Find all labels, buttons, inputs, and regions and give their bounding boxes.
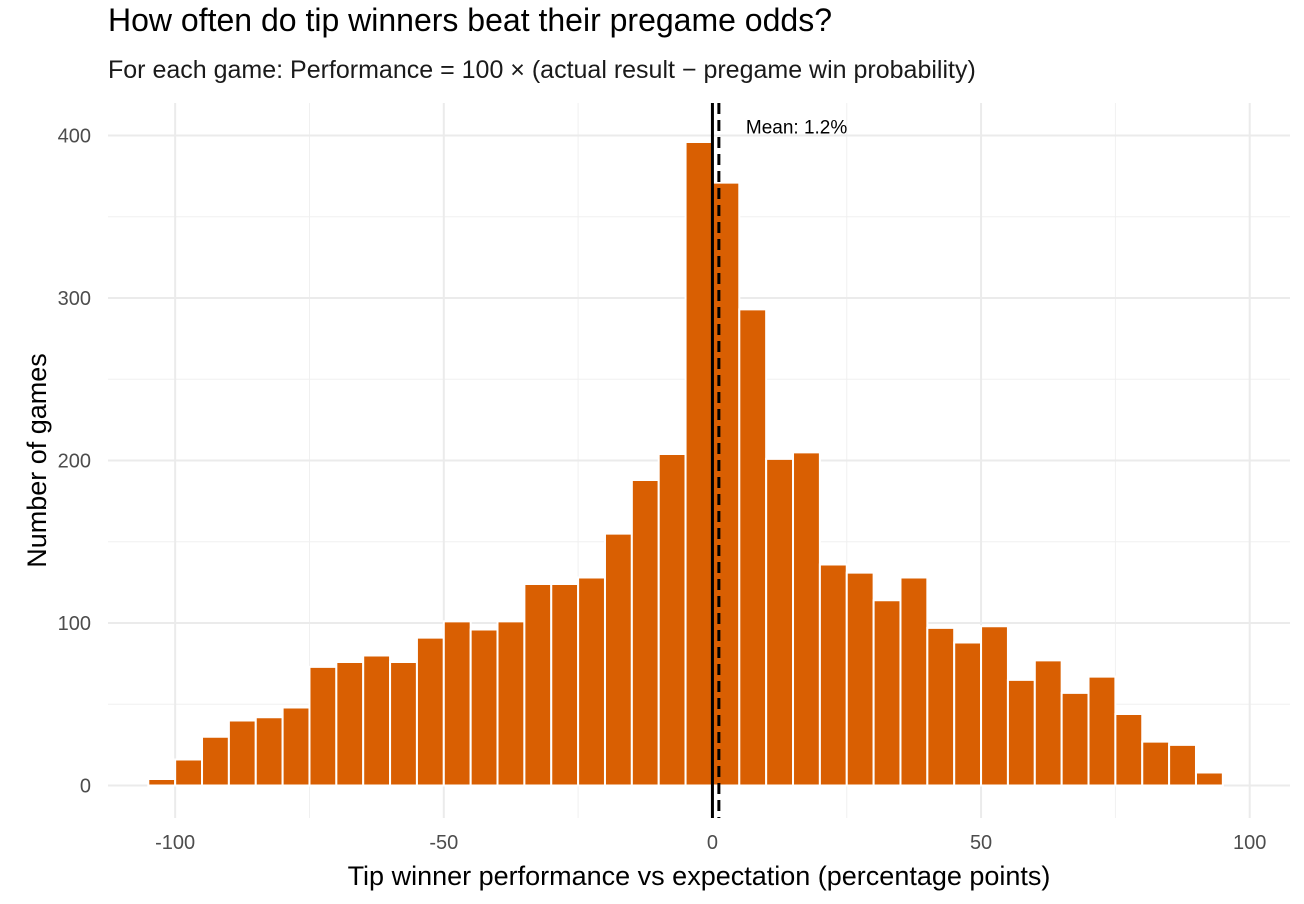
reference-lines [710,103,721,818]
histogram-bar [1194,771,1224,787]
x-tick-label: 100 [1233,832,1266,854]
histogram-bar [1006,678,1036,787]
tick-labels: -100 -50 0 50 100 0 100 200 300 400 [58,126,1267,855]
histogram-bar [980,625,1009,787]
histogram-bar [469,628,499,787]
histogram-bar [845,571,875,787]
histogram-bar [1141,740,1171,787]
x-tick-label: -50 [429,832,458,854]
y-tick-label: 300 [58,288,91,310]
histogram-bar [630,479,660,787]
histogram-bar [362,654,392,787]
histogram-bar [442,620,472,787]
x-tick-label: 0 [707,832,718,854]
histogram-bar [818,563,848,787]
histogram-bar [684,141,714,787]
histogram-bar [657,453,687,787]
histogram-bar [1114,713,1144,787]
y-tick-label: 100 [58,613,91,635]
histogram-bar [147,778,177,787]
chart-subtitle: For each game: Performance = 100 × (actu… [108,56,976,84]
histogram-bar [201,735,230,787]
y-tick-label: 0 [80,776,91,798]
histogram-bar [550,583,580,787]
histogram-bar [496,620,526,787]
histogram-bar [254,716,284,787]
histogram-bar [953,641,983,787]
histogram-bar [174,758,204,787]
y-tick-label: 400 [58,126,91,148]
histogram-bar [1087,675,1117,787]
chart-title: How often do tip winners beat their preg… [108,2,832,38]
mean-annotation: Mean: 1.2% [746,118,847,139]
histogram-bar [523,583,553,787]
histogram-bar [792,451,821,787]
histogram-bar [389,661,418,787]
histogram-bar [872,599,902,787]
y-tick-label: 200 [58,451,91,473]
histogram-bar [415,636,445,787]
histogram-bar [899,576,929,787]
histogram-bar [1168,743,1197,787]
histogram-bar [738,308,768,787]
histogram-bar [281,706,311,787]
histogram-bar [335,661,365,787]
x-axis-title: Tip winner performance vs expectation (p… [348,861,1051,891]
histogram-bar [1060,691,1090,787]
histogram-bar [603,532,633,787]
histogram-bar [926,626,956,787]
y-axis-title: Number of games [22,353,52,568]
x-tick-label: -100 [155,832,195,854]
histogram-bar [308,665,338,787]
histogram-bar [711,181,741,787]
histogram-bar [227,719,257,787]
x-tick-label: 50 [970,832,992,854]
bars-group [147,141,1224,787]
histogram-bar [765,457,795,787]
histogram-bar [1033,659,1063,787]
histogram-bar [577,576,606,787]
